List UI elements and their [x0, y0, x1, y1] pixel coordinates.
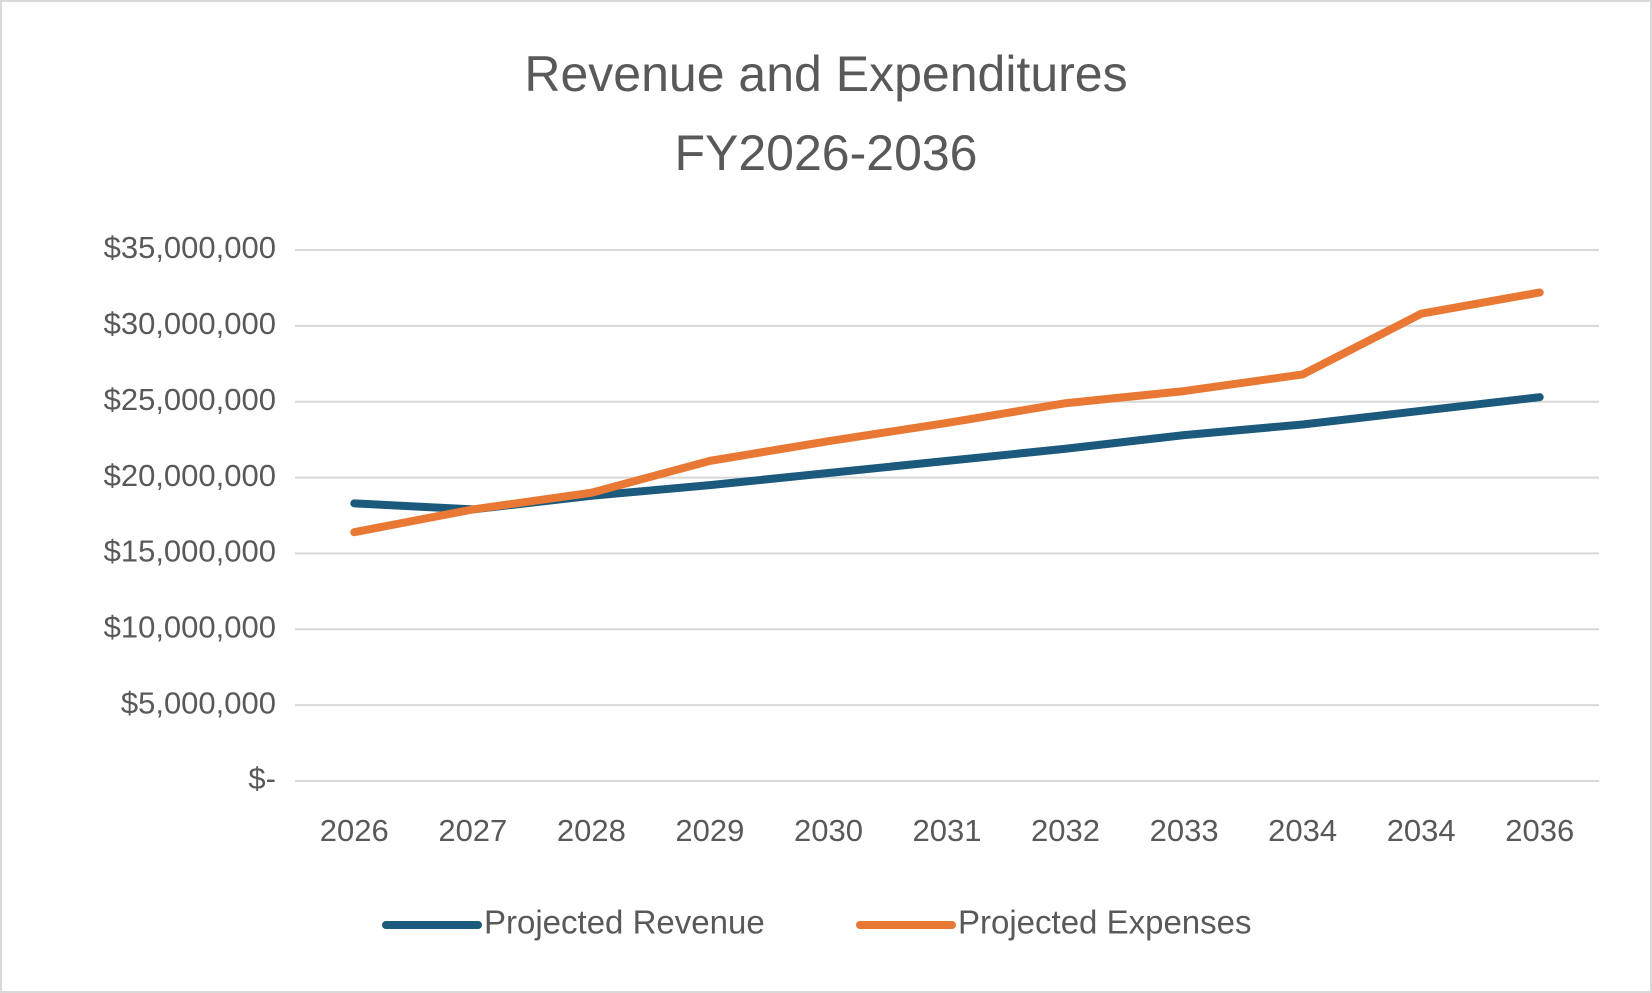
x-tick-label: 2030 [794, 813, 863, 848]
x-tick-label: 2027 [438, 813, 507, 848]
y-tick-label: $15,000,000 [104, 534, 276, 569]
y-tick-label: $10,000,000 [104, 609, 276, 644]
y-tick-label: $5,000,000 [121, 685, 276, 720]
legend-label: Projected Revenue [484, 904, 765, 941]
chart-title: Revenue and Expenditures [524, 46, 1127, 102]
x-tick-label: 2031 [913, 813, 982, 848]
y-tick-label: $35,000,000 [104, 230, 276, 265]
x-tick-label: 2033 [1150, 813, 1219, 848]
x-tick-label: 2034 [1387, 813, 1456, 848]
y-tick-label: $30,000,000 [104, 306, 276, 341]
y-tick-label: $25,000,000 [104, 382, 276, 417]
y-tick-label: $20,000,000 [104, 458, 276, 493]
x-tick-label: 2032 [1031, 813, 1100, 848]
x-tick-label: 2036 [1505, 813, 1574, 848]
legend-label: Projected Expenses [958, 904, 1252, 941]
x-tick-label: 2026 [320, 813, 389, 848]
chart-subtitle: FY2026-2036 [674, 125, 977, 181]
series-line [350, 288, 1544, 537]
x-tick-label: 2034 [1268, 813, 1337, 848]
y-tick-label: $- [248, 761, 276, 796]
x-tick-label: 2029 [675, 813, 744, 848]
x-tick-label: 2028 [557, 813, 626, 848]
